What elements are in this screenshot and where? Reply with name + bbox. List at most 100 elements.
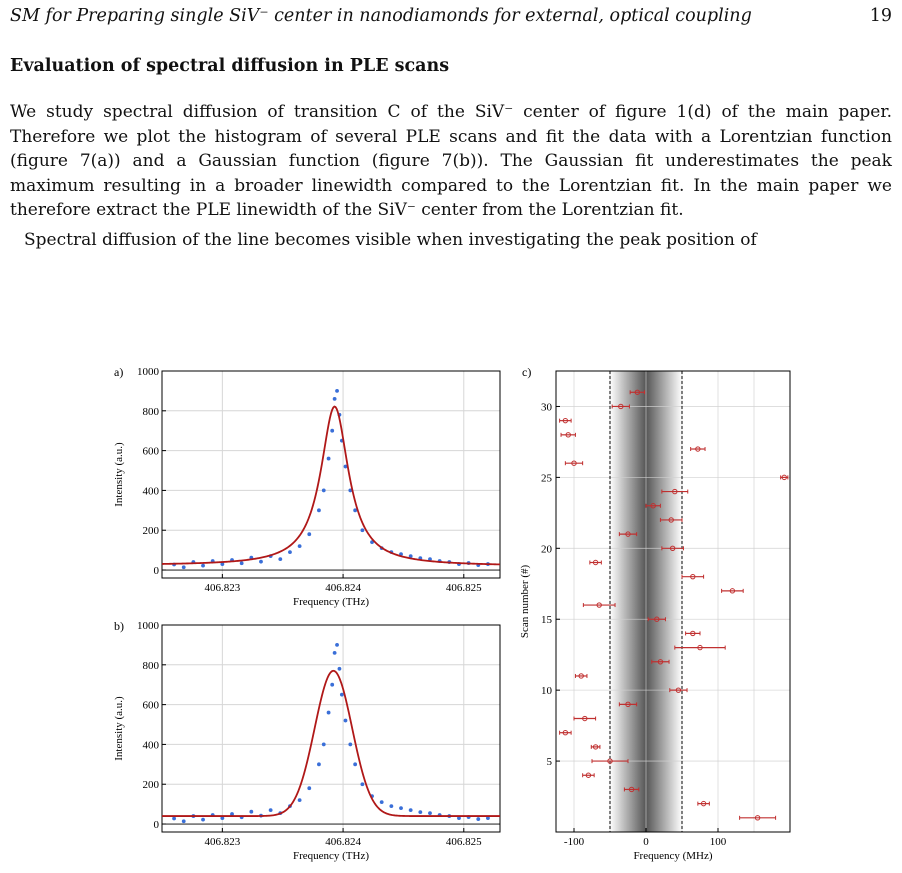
y-tick-label: 400 xyxy=(143,485,160,497)
data-point xyxy=(239,561,244,566)
data-point xyxy=(389,804,394,809)
x-tick-label: 0 xyxy=(643,836,649,848)
data-point xyxy=(326,710,331,715)
peak-marker xyxy=(578,673,584,679)
data-point xyxy=(476,817,481,821)
y-tick-label: 1000 xyxy=(137,620,160,632)
data-point xyxy=(307,532,312,537)
x-tick-label: 406.823 xyxy=(204,582,240,594)
data-point xyxy=(332,650,337,655)
data-point xyxy=(317,508,321,513)
y-tick-label: 600 xyxy=(143,446,160,458)
x-tick-label: 406.824 xyxy=(325,582,361,594)
peak-marker xyxy=(628,786,635,793)
peak-marker xyxy=(618,403,624,410)
fit-curve xyxy=(161,405,501,566)
y-tick-label: 800 xyxy=(143,660,160,672)
y-tick-label: 0 xyxy=(154,819,160,831)
data-point xyxy=(172,816,176,821)
peak-marker xyxy=(675,687,682,693)
running-header: SM for Preparing single SiV⁻ center in n… xyxy=(10,6,892,26)
section-title: Evaluation of spectral diffusion in PLE … xyxy=(10,56,450,76)
data-point xyxy=(343,464,348,469)
x-tick-label: 406.825 xyxy=(446,582,482,594)
paragraph-2: Spectral diffusion of the line becomes v… xyxy=(24,230,757,250)
data-point xyxy=(230,812,234,816)
data-point xyxy=(249,809,254,814)
x-axis-label: Frequency (THz) xyxy=(293,596,369,608)
peak-marker xyxy=(690,573,696,580)
data-point xyxy=(379,800,384,805)
plot-frame xyxy=(161,370,501,579)
data-point xyxy=(408,808,413,813)
data-point xyxy=(339,692,344,697)
data-point xyxy=(353,508,358,513)
panel-label: c) xyxy=(522,365,531,379)
peak-marker xyxy=(562,417,569,424)
peak-marker xyxy=(565,432,571,438)
data-point xyxy=(353,762,358,767)
data-point xyxy=(297,544,302,549)
data-point xyxy=(343,718,348,723)
panel-label: b) xyxy=(114,619,124,633)
y-tick-label: 0 xyxy=(154,565,160,577)
data-point xyxy=(332,396,337,401)
fit-curve xyxy=(162,669,500,817)
paragraph-1: We study spectral diffusion of transitio… xyxy=(10,102,892,220)
panel-label: a) xyxy=(114,365,123,379)
data-point xyxy=(330,682,335,687)
y-tick-label: 800 xyxy=(143,406,160,418)
y-tick-label: 20 xyxy=(541,543,553,555)
data-point xyxy=(201,817,205,822)
peak-marker xyxy=(729,588,736,594)
data-point xyxy=(201,563,205,568)
data-point xyxy=(278,557,283,561)
peak-marker xyxy=(690,630,696,637)
data-point xyxy=(360,782,365,787)
data-point xyxy=(330,428,335,433)
peak-marker xyxy=(596,602,602,608)
peak-marker xyxy=(669,545,676,552)
data-point xyxy=(348,488,353,493)
y-tick-label: 200 xyxy=(143,525,160,537)
peak-marker xyxy=(697,644,703,651)
data-point xyxy=(259,559,263,564)
y-tick-label: 1000 xyxy=(137,366,160,378)
peak-marker xyxy=(781,474,787,481)
x-tick-label: 406.825 xyxy=(446,836,482,848)
peak-marker xyxy=(607,758,613,764)
peak-marker xyxy=(571,460,577,466)
peak-marker xyxy=(657,659,664,665)
peak-marker xyxy=(585,772,592,778)
y-tick-label: 30 xyxy=(541,401,553,413)
data-point xyxy=(428,557,432,561)
peak-marker xyxy=(672,488,678,495)
y-axis-label: Intensity (a.u.) xyxy=(113,696,125,761)
running-title: SM for Preparing single SiV⁻ center in n… xyxy=(10,6,752,26)
data-point xyxy=(457,816,461,820)
peak-marker xyxy=(634,389,641,395)
y-tick-label: 400 xyxy=(143,739,160,751)
x-tick-label: 406.824 xyxy=(325,836,361,848)
y-tick-label: 15 xyxy=(541,614,553,626)
plot-frame xyxy=(161,624,501,833)
panel-a: 406.823 406.824 406.825 0 200 400 600 800 1000 Fr… xyxy=(113,365,501,608)
peak-marker xyxy=(754,815,761,821)
peak-marker xyxy=(562,730,569,736)
data-point xyxy=(360,528,365,533)
data-point xyxy=(326,456,331,461)
y-tick-label: 10 xyxy=(541,685,553,697)
peak-marker xyxy=(625,701,631,708)
x-tick-label: 100 xyxy=(710,836,727,848)
y-tick-label: 25 xyxy=(541,472,553,484)
data-point xyxy=(399,806,403,811)
plot-frame xyxy=(555,370,791,833)
data-point xyxy=(321,742,326,747)
page-number: 19 xyxy=(869,6,892,26)
peak-marker xyxy=(625,531,631,537)
peak-marker xyxy=(695,446,701,452)
y-tick-label: 200 xyxy=(143,779,160,791)
data-point xyxy=(418,810,423,814)
data-point xyxy=(348,742,353,747)
